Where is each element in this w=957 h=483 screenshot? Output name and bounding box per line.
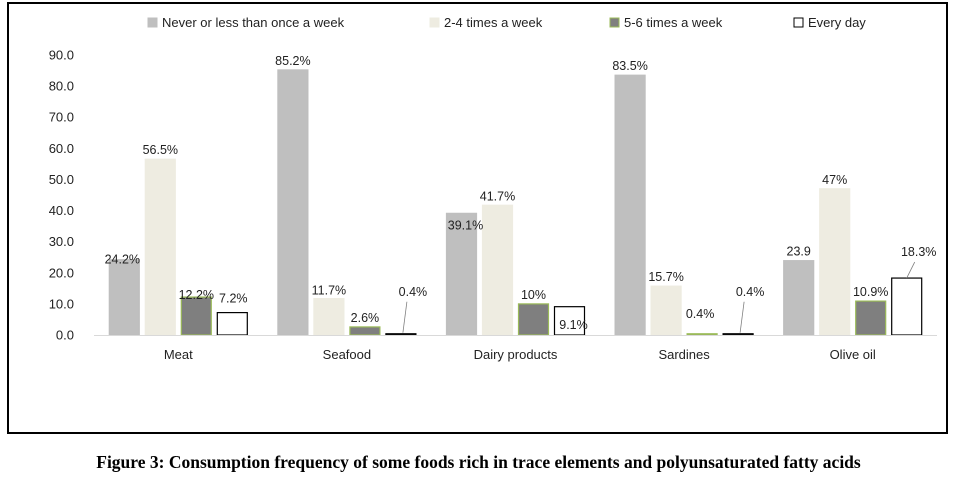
data-label: 15.7% bbox=[648, 270, 683, 284]
legend-swatch bbox=[147, 17, 158, 28]
bar bbox=[108, 259, 140, 336]
x-category-label: Olive oil bbox=[830, 347, 876, 362]
data-label: 18.3% bbox=[901, 245, 936, 259]
data-label: 9.1% bbox=[559, 318, 588, 332]
y-tick-label: 70.0 bbox=[49, 110, 74, 125]
bar bbox=[277, 69, 309, 336]
data-label: 2.6% bbox=[351, 311, 380, 325]
y-tick-label: 90.0 bbox=[49, 48, 74, 63]
figure-caption: Figure 3: Consumption frequency of some … bbox=[96, 452, 861, 472]
bars bbox=[108, 69, 923, 336]
legend-label: 5-6 times a week bbox=[624, 15, 723, 30]
x-category-label: Sardines bbox=[658, 347, 710, 362]
bar bbox=[819, 188, 851, 336]
legend-label: 2-4 times a week bbox=[444, 15, 543, 30]
data-label: 0.4% bbox=[399, 285, 428, 299]
legend: Never or less than once a week 2-4 times … bbox=[147, 15, 866, 30]
data-label: 39.1% bbox=[448, 218, 483, 232]
data-label: 7.2% bbox=[219, 292, 248, 306]
y-tick-label: 10.0 bbox=[49, 296, 74, 311]
data-label: 10% bbox=[521, 288, 546, 302]
y-tick-label: 80.0 bbox=[49, 79, 74, 94]
y-tick-label: 50.0 bbox=[49, 172, 74, 187]
data-label: 11.7% bbox=[312, 284, 347, 298]
bar bbox=[650, 285, 682, 336]
legend-swatch bbox=[429, 17, 440, 28]
bar bbox=[216, 312, 248, 336]
chart-frame: Never or less than once a week 2-4 times … bbox=[7, 2, 948, 434]
data-label: 24.2% bbox=[105, 253, 140, 267]
bar bbox=[180, 296, 212, 336]
y-tick-label: 20.0 bbox=[49, 265, 74, 280]
legend-swatch bbox=[793, 17, 804, 28]
data-label: 12.2% bbox=[179, 288, 214, 302]
y-tick-label: 0.0 bbox=[56, 328, 74, 343]
bar bbox=[481, 204, 514, 336]
data-label: 23.9 bbox=[787, 245, 811, 259]
y-axis: 0.0 10.0 20.0 30.0 40.0 50.0 60.0 70.0 80.0 90.0 bbox=[49, 48, 74, 343]
x-category-label: Meat bbox=[164, 347, 193, 362]
data-label: 10.9% bbox=[853, 285, 888, 299]
legend-label: Never or less than once a week bbox=[162, 15, 345, 30]
y-tick-label: 40.0 bbox=[49, 203, 74, 218]
data-label: 0.4% bbox=[686, 307, 715, 321]
data-labels: 24.2% 56.5% 12.2% 7.2% 85.2% 11.7% 2.6% 0.4% 39.… bbox=[105, 54, 936, 333]
data-label: 47% bbox=[822, 173, 847, 187]
bar bbox=[783, 260, 815, 336]
bar-chart: Never or less than once a week 2-4 times … bbox=[49, 15, 937, 362]
bar bbox=[855, 300, 887, 336]
legend-label: Every day bbox=[808, 15, 866, 30]
bar bbox=[144, 158, 176, 336]
label-leader-line bbox=[739, 301, 745, 333]
label-leader-line bbox=[906, 261, 916, 279]
bar bbox=[686, 333, 718, 336]
y-tick-label: 30.0 bbox=[49, 234, 74, 249]
bar bbox=[722, 333, 754, 336]
data-label: 85.2% bbox=[275, 54, 310, 68]
bar bbox=[517, 303, 550, 336]
data-label: 83.5% bbox=[612, 59, 647, 73]
data-label: 0.4% bbox=[736, 285, 765, 299]
legend-swatch bbox=[609, 17, 620, 28]
data-label: 56.5% bbox=[143, 143, 178, 157]
bar bbox=[385, 333, 417, 336]
bar bbox=[614, 74, 646, 336]
y-tick-label: 60.0 bbox=[49, 141, 74, 156]
bar bbox=[349, 326, 381, 336]
label-leader-line bbox=[402, 301, 408, 333]
x-axis: Meat Seafood Dairy products Sardines Olive o… bbox=[94, 335, 937, 362]
bar bbox=[445, 212, 478, 336]
data-label: 41.7% bbox=[480, 189, 515, 203]
bar bbox=[313, 298, 345, 336]
x-category-label: Seafood bbox=[323, 347, 371, 362]
x-category-label: Dairy products bbox=[474, 347, 558, 362]
bar bbox=[891, 277, 923, 336]
